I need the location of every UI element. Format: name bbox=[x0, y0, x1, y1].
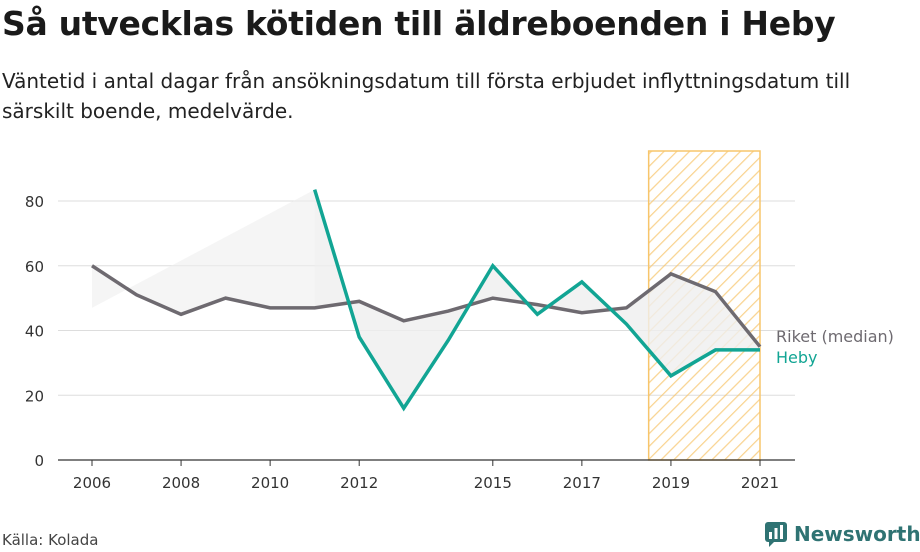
y-tick-label: 20 bbox=[25, 387, 44, 405]
riket-line bbox=[91, 264, 762, 348]
heby-line bbox=[312, 189, 760, 412]
newsworthy-logo: Newsworthy bbox=[764, 520, 920, 548]
chart-subtitle: Väntetid i antal dagar från ansökningsda… bbox=[2, 69, 851, 123]
difference-area bbox=[314, 189, 760, 409]
difference-shading bbox=[92, 189, 760, 409]
x-tick-label: 2021 bbox=[741, 474, 779, 492]
axes: 0 20 40 60 80 2006 2008 2010 2012 2015 2017 2019 202… bbox=[25, 193, 795, 492]
y-tick-label: 0 bbox=[34, 452, 44, 470]
source-note: Källa: Kolada bbox=[2, 531, 99, 549]
chart-title: Så utvecklas kötiden till äldreboenden i… bbox=[2, 4, 836, 43]
y-tick-label: 40 bbox=[25, 323, 44, 341]
x-tick-label: 2017 bbox=[563, 474, 601, 492]
x-tick-label: 2010 bbox=[251, 474, 289, 492]
heby-series-label: Heby bbox=[776, 348, 818, 367]
y-tick-label: 80 bbox=[25, 193, 44, 211]
x-tick-label: 2019 bbox=[652, 474, 690, 492]
early-shade bbox=[92, 189, 315, 315]
x-tick-label: 2008 bbox=[162, 474, 200, 492]
riket-series-label: Riket (median) bbox=[776, 327, 894, 346]
series-lines bbox=[91, 189, 762, 412]
brand-name: Newsworthy bbox=[794, 522, 920, 546]
y-tick-label: 60 bbox=[25, 258, 44, 276]
newsworthy-logo-icon bbox=[765, 522, 787, 547]
x-tick-label: 2015 bbox=[474, 474, 512, 492]
series-labels: Riket (median) Heby bbox=[776, 327, 894, 367]
x-tick-label: 2012 bbox=[340, 474, 378, 492]
x-tick-label: 2006 bbox=[73, 474, 111, 492]
